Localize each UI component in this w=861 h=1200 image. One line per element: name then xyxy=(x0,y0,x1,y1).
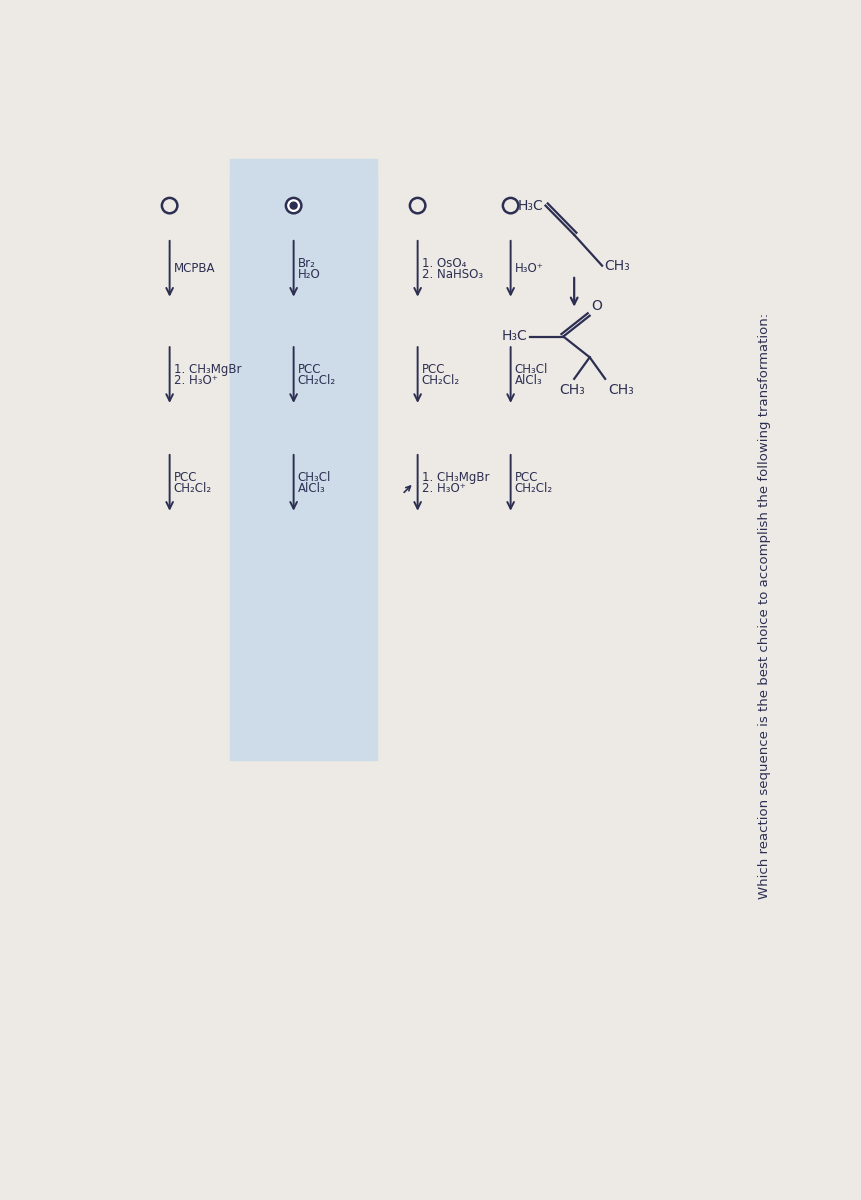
Text: PCC: PCC xyxy=(515,470,538,484)
Text: H₃C: H₃C xyxy=(517,198,543,212)
Text: PCC: PCC xyxy=(298,364,321,376)
Text: 1. CH₃MgBr: 1. CH₃MgBr xyxy=(174,364,241,376)
Text: PCC: PCC xyxy=(422,364,445,376)
Text: Br₂: Br₂ xyxy=(298,257,315,270)
Text: CH₃Cl: CH₃Cl xyxy=(298,470,331,484)
Text: CH₃: CH₃ xyxy=(604,259,630,272)
Text: AlCl₃: AlCl₃ xyxy=(298,481,325,494)
Text: 2. H₃O⁺: 2. H₃O⁺ xyxy=(174,374,217,386)
Text: Which reaction sequence is the best choice to accomplish the following transform: Which reaction sequence is the best choi… xyxy=(758,313,771,899)
Text: H₃C: H₃C xyxy=(502,330,528,343)
Text: MCPBA: MCPBA xyxy=(174,263,215,275)
Circle shape xyxy=(290,202,297,209)
Text: CH₂Cl₂: CH₂Cl₂ xyxy=(174,481,212,494)
Circle shape xyxy=(286,198,301,214)
Text: H₂O: H₂O xyxy=(298,268,320,281)
Text: O: O xyxy=(592,299,602,313)
Text: 1. OsO₄: 1. OsO₄ xyxy=(422,257,466,270)
Text: AlCl₃: AlCl₃ xyxy=(515,374,542,386)
Text: CH₂Cl₂: CH₂Cl₂ xyxy=(515,481,553,494)
Text: H₃O⁺: H₃O⁺ xyxy=(515,263,543,275)
Bar xyxy=(230,160,377,236)
Text: CH₂Cl₂: CH₂Cl₂ xyxy=(298,374,336,386)
Text: CH₃: CH₃ xyxy=(608,383,634,397)
Bar xyxy=(230,175,377,760)
Text: CH₃: CH₃ xyxy=(560,383,585,397)
Text: CH₂Cl₂: CH₂Cl₂ xyxy=(422,374,460,386)
Text: 1. CH₃MgBr: 1. CH₃MgBr xyxy=(422,470,489,484)
Text: PCC: PCC xyxy=(174,470,197,484)
Text: 2. NaHSO₃: 2. NaHSO₃ xyxy=(422,268,483,281)
Text: 2. H₃O⁺: 2. H₃O⁺ xyxy=(422,481,466,494)
Text: CH₃Cl: CH₃Cl xyxy=(515,364,548,376)
